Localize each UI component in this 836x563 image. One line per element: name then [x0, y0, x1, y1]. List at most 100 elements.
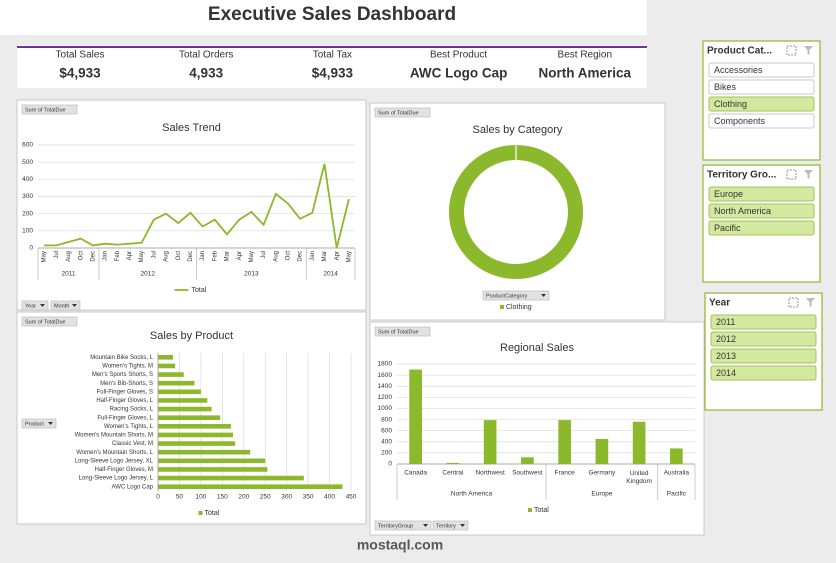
y-tick-label: Men's Bib-Shorts, S: [100, 381, 153, 387]
field-button[interactable]: [21, 104, 78, 115]
field-button-label[interactable]: ProductCategory: [486, 293, 528, 299]
x-tick-label: Germany: [589, 470, 616, 477]
slicer-item-label[interactable]: Components: [714, 116, 766, 126]
slicer-item-label[interactable]: Accessories: [714, 65, 763, 75]
legend-label: Clothing: [506, 304, 532, 311]
slicer-item[interactable]: [710, 348, 817, 364]
slicer-item-label[interactable]: 2013: [716, 351, 736, 361]
bar: [158, 398, 208, 403]
bar: [483, 420, 497, 464]
y-tick-label: 1000: [378, 405, 393, 412]
field-button-label[interactable]: Sum of TotalDue: [378, 110, 419, 116]
x-tick-label: Apr: [334, 251, 340, 260]
slicer-item[interactable]: [708, 220, 815, 236]
field-button[interactable]: [50, 300, 81, 311]
slicer-item[interactable]: [710, 331, 817, 347]
field-button-label[interactable]: Month: [54, 303, 69, 309]
legend-label: Total: [192, 287, 207, 294]
bar: [158, 424, 231, 429]
slicer-item-label[interactable]: Pacific: [714, 223, 741, 233]
field-button-label[interactable]: Sum of TotalDue: [25, 319, 66, 325]
slicer-item-label[interactable]: 2014: [716, 368, 736, 378]
y-tick-label: Half-Finger Gloves, M: [95, 467, 153, 473]
bar: [158, 467, 268, 472]
field-button[interactable]: [374, 520, 432, 531]
x-tick-label: Central: [442, 470, 464, 477]
slicer-item[interactable]: [710, 314, 817, 330]
slicer-item-label[interactable]: Europe: [714, 189, 743, 199]
field-button[interactable]: [21, 316, 78, 327]
bar: [158, 406, 212, 412]
x-tick-label: Dec: [90, 251, 96, 262]
group-label: North America: [451, 491, 493, 498]
slicer-item[interactable]: [708, 113, 815, 129]
bar: [595, 439, 609, 464]
field-button[interactable]: [374, 107, 431, 118]
kpi-label: Total Orders: [179, 50, 233, 61]
field-button-arrow: [48, 422, 53, 425]
field-button-label[interactable]: TerritoryGroup: [378, 523, 413, 529]
y-tick-label: 600: [381, 427, 392, 434]
group-label: 2014: [323, 271, 338, 278]
y-tick-label: Full-Finger Gloves, S: [97, 389, 153, 395]
y-tick-label: 0: [388, 461, 392, 468]
bar: [158, 458, 266, 464]
x-tick-label: 350: [303, 494, 314, 501]
field-button[interactable]: [21, 300, 49, 311]
slicer-item-label[interactable]: 2011: [716, 317, 735, 327]
slicer-item[interactable]: [708, 96, 815, 112]
x-tick-label: Apr: [127, 251, 133, 260]
field-button[interactable]: [482, 290, 550, 301]
y-tick-label: 200: [381, 450, 392, 457]
bar: [158, 355, 174, 360]
x-tick-label: 50: [176, 494, 184, 501]
y-tick-label: 300: [22, 193, 33, 200]
x-tick-label: Canada: [404, 470, 427, 477]
x-tick-label: 0: [156, 494, 160, 501]
slicer-clear-icon: [804, 170, 813, 179]
slicer-item-label[interactable]: Bikes: [714, 82, 737, 92]
field-button-label[interactable]: Year: [25, 303, 36, 309]
chart-title: Sales Trend: [162, 122, 221, 134]
dashboard-title: Executive Sales Dashboard: [208, 4, 456, 25]
slicer-item-label[interactable]: North America: [714, 206, 771, 216]
slicer-clear-icon: [804, 46, 813, 55]
slicer-item[interactable]: [710, 365, 817, 381]
field-button-label[interactable]: Territory: [436, 523, 456, 529]
slicer-item[interactable]: [708, 79, 815, 95]
x-tick-label: Australia: [664, 470, 690, 477]
watermark: mostaql.com: [357, 537, 443, 553]
slicer-item-label[interactable]: 2012: [716, 334, 736, 344]
x-tick-label: Oct: [176, 251, 182, 261]
field-button[interactable]: [21, 418, 57, 429]
y-tick-label: 200: [22, 210, 33, 217]
x-tick-label: Jan: [200, 251, 206, 261]
slicer-item[interactable]: [708, 186, 815, 202]
field-button[interactable]: [432, 520, 469, 531]
slicer-item[interactable]: [708, 203, 815, 219]
x-tick-label: Southwest: [512, 470, 543, 477]
x-tick-label: 300: [281, 494, 292, 501]
field-button-label[interactable]: Sum of TotalDue: [25, 107, 66, 113]
x-tick-label: 100: [195, 494, 206, 501]
y-tick-label: 1200: [378, 394, 393, 401]
slicer-item-label[interactable]: Clothing: [714, 99, 747, 109]
kpi-label: Total Tax: [313, 50, 352, 61]
group-label: Europe: [591, 491, 612, 498]
legend-label: Total: [534, 507, 549, 514]
bar: [158, 389, 201, 395]
field-button-label[interactable]: Product: [25, 421, 44, 427]
field-button-arrow: [40, 304, 45, 307]
x-tick-label: Northwest: [475, 470, 504, 477]
field-button[interactable]: [374, 326, 431, 337]
field-button-arrow: [423, 524, 428, 527]
slicer-multiselect-icon: [788, 297, 799, 308]
field-button-label[interactable]: Sum of TotalDue: [378, 329, 419, 335]
chart-title: Sales by Category: [473, 124, 563, 136]
y-tick-label: 1400: [378, 383, 393, 390]
x-tick-label: Jan: [103, 251, 109, 261]
kpi-value: North America: [539, 66, 632, 81]
legend-swatch: [500, 305, 504, 309]
chart-title: Sales by Product: [150, 330, 233, 342]
slicer-item[interactable]: [708, 62, 815, 78]
